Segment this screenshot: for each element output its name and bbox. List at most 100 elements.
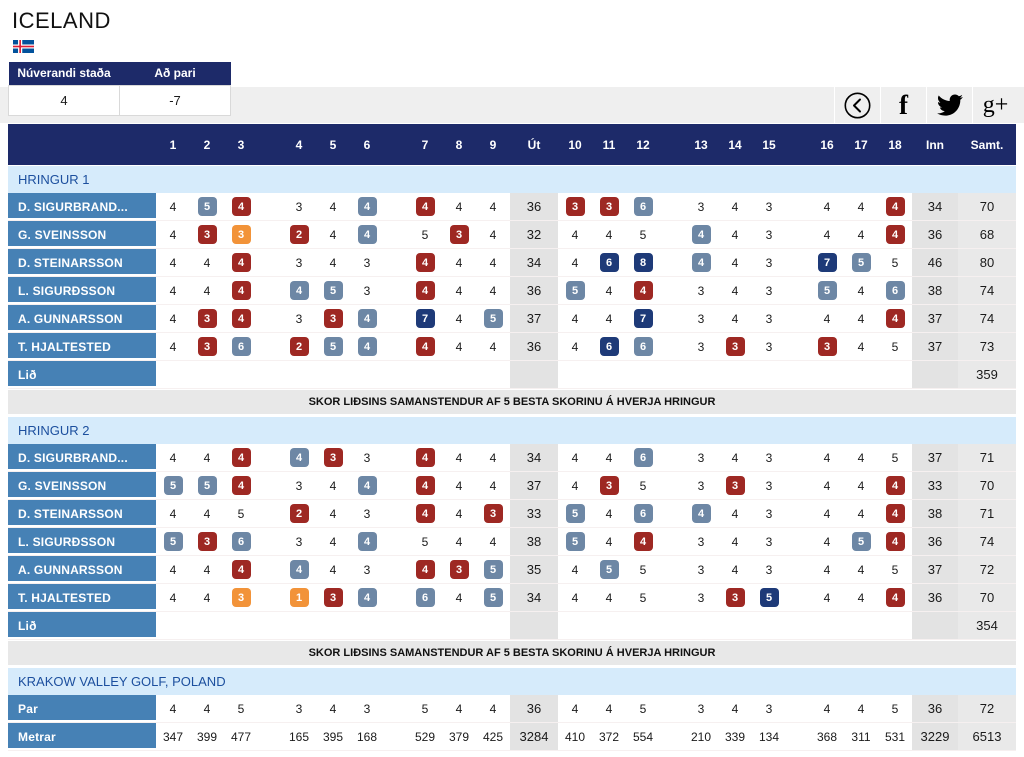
score-cell <box>592 361 626 388</box>
row-label: A. GUNNARSSON <box>8 556 156 583</box>
score-value: 477 <box>230 729 252 744</box>
score-value: 4 <box>605 534 613 549</box>
score-value: 3 <box>697 311 705 326</box>
score-badge-bogey: 5 <box>565 281 585 300</box>
hole-header: 16 <box>820 137 834 152</box>
back-button[interactable] <box>834 87 880 123</box>
score-value: 4 <box>455 701 463 716</box>
hole-header: 17 <box>854 137 868 152</box>
score-cell: 368 <box>810 723 844 750</box>
score-value: 4 <box>823 478 831 493</box>
group-spacer <box>384 221 408 248</box>
score-value: 168 <box>356 729 378 744</box>
score-cell: 4 <box>718 193 752 220</box>
score-badge-double: 7 <box>633 309 653 328</box>
in-total: 37 <box>912 305 958 332</box>
in-total <box>912 361 958 388</box>
score-value: 4 <box>169 701 177 716</box>
score-cell: 3 <box>752 277 786 304</box>
table-row: D. STEINARSSON 4 4 4 3 4 3 4 4 4 34 4 6 8 4 4 3 7 5 5 46 80 <box>8 249 1016 277</box>
score-badge-bogey: 4 <box>357 476 377 495</box>
out-total: 36 <box>510 695 558 722</box>
score-value: 4 <box>169 590 177 605</box>
score-cell: 4 <box>684 249 718 276</box>
score-cell: 3 <box>442 556 476 583</box>
group-spacer <box>384 500 408 527</box>
in-total: 36 <box>912 221 958 248</box>
team-score-note: SKOR LIÐSINS SAMANSTENDUR AF 5 BESTA SKO… <box>8 390 1016 414</box>
score-value: 4 <box>605 701 613 716</box>
out-total: 32 <box>510 221 558 248</box>
twitter-share-button[interactable] <box>926 87 972 123</box>
score-value: 4 <box>455 339 463 354</box>
score-value: 4 <box>605 311 613 326</box>
score-cell <box>844 361 878 388</box>
score-value: 4 <box>329 199 337 214</box>
group-spacer <box>384 695 408 722</box>
status-header-topar: Að pari <box>119 62 231 85</box>
table-row: Metrar 347 399 477 165 395 168 529 379 425 3284 410… <box>8 723 1016 751</box>
score-badge-double: 5 <box>759 588 779 607</box>
score-cell <box>626 612 660 639</box>
score-cell <box>684 361 718 388</box>
score-cell: 6 <box>592 249 626 276</box>
group-spacer <box>660 584 684 611</box>
grand-total: 74 <box>958 305 1016 332</box>
score-value: 4 <box>823 227 831 242</box>
out-total: 34 <box>510 444 558 471</box>
table-row: Lið 359 <box>8 361 1016 389</box>
score-cell: 3 <box>282 305 316 332</box>
score-badge-birdie: 2 <box>289 337 309 356</box>
group-spacer <box>384 305 408 332</box>
score-cell: 395 <box>316 723 350 750</box>
score-cell: 4 <box>408 333 442 360</box>
hole-header: 11 <box>602 137 616 152</box>
score-badge-birdie: 3 <box>483 504 503 523</box>
table-row: Par 4 4 5 3 4 3 5 4 4 36 4 4 5 3 4 3 4 4 5 36 72 <box>8 695 1016 723</box>
out-total: 38 <box>510 528 558 555</box>
score-cell: 4 <box>190 556 224 583</box>
group-spacer <box>660 277 684 304</box>
score-cell: 3 <box>810 333 844 360</box>
score-value: 4 <box>489 478 497 493</box>
score-value: 3 <box>765 311 773 326</box>
score-cell: 4 <box>350 305 384 332</box>
score-cell: 5 <box>224 500 258 527</box>
score-cell: 4 <box>156 305 190 332</box>
score-cell: 4 <box>156 695 190 722</box>
score-cell: 4 <box>156 193 190 220</box>
score-cell: 4 <box>316 249 350 276</box>
in-total: 3229 <box>912 723 958 750</box>
score-badge-bogey: 6 <box>633 448 653 467</box>
table-row: L. SIGURÐSSON 5 3 6 3 4 4 5 4 4 38 5 4 4 3 4 3 4 5 4 36 74 <box>8 528 1016 556</box>
facebook-share-button[interactable]: f <box>880 87 926 123</box>
row-label: A. GUNNARSSON <box>8 305 156 332</box>
row-label: D. STEINARSSON <box>8 500 156 527</box>
score-badge-birdie: 3 <box>197 337 217 356</box>
score-cell: 3 <box>752 528 786 555</box>
score-value: 4 <box>489 227 497 242</box>
score-cell: 6 <box>626 444 660 471</box>
score-cell: 4 <box>844 556 878 583</box>
group-spacer <box>660 305 684 332</box>
score-value: 4 <box>605 283 613 298</box>
section-band: HRINGUR 1 <box>8 166 1016 193</box>
grand-total: 71 <box>958 500 1016 527</box>
score-value: 4 <box>489 283 497 298</box>
score-value: 311 <box>851 729 871 744</box>
score-badge-birdie: 3 <box>323 448 343 467</box>
group-spacer <box>258 723 282 750</box>
hole-header: 13 <box>694 137 708 152</box>
score-value: 3 <box>765 283 773 298</box>
score-cell: 4 <box>844 584 878 611</box>
score-cell: 4 <box>156 584 190 611</box>
grand-total: 70 <box>958 193 1016 220</box>
group-spacer <box>384 444 408 471</box>
score-cell: 399 <box>190 723 224 750</box>
score-value: 4 <box>605 450 613 465</box>
score-cell: 5 <box>190 193 224 220</box>
google-plus-icon: g+ <box>982 92 1009 118</box>
group-spacer <box>384 612 408 639</box>
score-cell: 4 <box>878 500 912 527</box>
googleplus-share-button[interactable]: g+ <box>972 87 1018 123</box>
